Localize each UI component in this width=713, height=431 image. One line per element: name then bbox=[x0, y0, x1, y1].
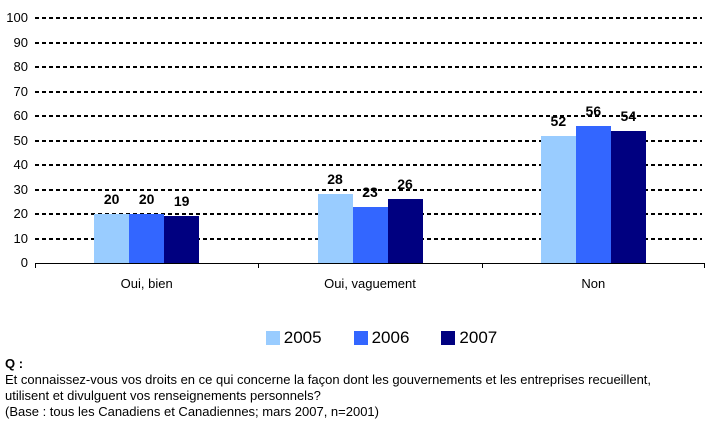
bar-2005-Oui, vaguement bbox=[317, 194, 353, 263]
axis-tick bbox=[258, 263, 260, 268]
y-tick-label: 90 bbox=[13, 34, 28, 50]
legend-swatch-icon bbox=[441, 331, 456, 345]
legend-swatch-icon bbox=[265, 331, 280, 345]
bar-2006-Non bbox=[575, 125, 611, 263]
y-tick-label: 80 bbox=[13, 59, 28, 74]
bar-value-label: 54 bbox=[620, 107, 637, 124]
legend: 2005 2006 2007 bbox=[0, 328, 713, 348]
y-tick-label: 50 bbox=[13, 132, 28, 148]
category-label: Oui, vaguement bbox=[324, 276, 416, 291]
bar-2006-Oui, vaguement bbox=[352, 206, 388, 263]
gridline bbox=[35, 66, 702, 68]
gridline bbox=[35, 188, 702, 191]
footer: Q : Et connaissez-vous vos droits en ce … bbox=[5, 356, 710, 420]
legend-item-2006: 2006 bbox=[353, 328, 410, 348]
bar-2007-Oui, vaguement bbox=[387, 199, 423, 263]
gridline bbox=[35, 115, 702, 117]
y-tick-label: 20 bbox=[13, 206, 28, 221]
bar-2005-Oui, bien bbox=[94, 214, 130, 263]
bar-value-label: 26 bbox=[397, 176, 413, 193]
question-text: Et connaissez-vous vos droits en ce qui … bbox=[5, 372, 710, 404]
bar-value-label: 19 bbox=[173, 193, 190, 210]
axis-tick bbox=[704, 263, 705, 268]
bar-value-label: 52 bbox=[550, 112, 567, 129]
bar-2005-Non bbox=[540, 135, 576, 263]
y-tick-label: 40 bbox=[13, 157, 28, 172]
bar-value-label: 56 bbox=[585, 102, 602, 119]
gridline bbox=[35, 17, 702, 19]
gridline bbox=[35, 164, 702, 166]
y-tick-label: 30 bbox=[13, 181, 28, 197]
legend-swatch-icon bbox=[353, 331, 368, 345]
legend-label: 2005 bbox=[283, 328, 322, 347]
plot-area: 20 20 19 28 23 26 52 56 54 bbox=[35, 17, 705, 268]
gridline bbox=[35, 139, 702, 142]
bar-2007-Non bbox=[610, 130, 646, 263]
legend-label: 2007 bbox=[459, 328, 498, 347]
base-note: (Base : tous les Canadiens et Canadienne… bbox=[5, 404, 379, 419]
y-tick-label: 60 bbox=[13, 108, 28, 123]
bar-value-label: 20 bbox=[103, 191, 120, 207]
axis-tick bbox=[481, 263, 483, 268]
legend-label: 2006 bbox=[371, 328, 410, 347]
axis-tick bbox=[35, 263, 36, 268]
y-tick-label: 100 bbox=[6, 10, 28, 25]
bar-value-label: 23 bbox=[362, 183, 378, 200]
legend-item-2007: 2007 bbox=[441, 328, 497, 348]
bar-2007-Oui, bien bbox=[164, 216, 200, 263]
question-line: Et connaissez-vous vos droits en ce qui … bbox=[5, 372, 652, 387]
y-tick-label: 10 bbox=[13, 230, 28, 246]
question-label: Q : bbox=[5, 356, 24, 371]
x-axis-line bbox=[35, 263, 705, 264]
y-tick-label: 0 bbox=[20, 255, 28, 270]
bar-value-label: 20 bbox=[138, 191, 155, 207]
y-tick-label: 70 bbox=[13, 83, 28, 99]
category-label: Non bbox=[581, 276, 606, 291]
legend-item-2005: 2005 bbox=[265, 328, 322, 348]
gridline bbox=[35, 90, 702, 93]
bar-value-label: 28 bbox=[327, 171, 343, 188]
question-line: utilisent et divulguent vos renseignemen… bbox=[5, 388, 321, 403]
gridline bbox=[35, 41, 702, 44]
category-label: Oui, bien bbox=[120, 276, 173, 291]
bar-2006-Oui, bien bbox=[129, 214, 165, 263]
bar-chart: 20 20 19 28 23 26 52 56 54 0 10 20 30 40 50 60 70 80 90 10… bbox=[6, 10, 705, 291]
